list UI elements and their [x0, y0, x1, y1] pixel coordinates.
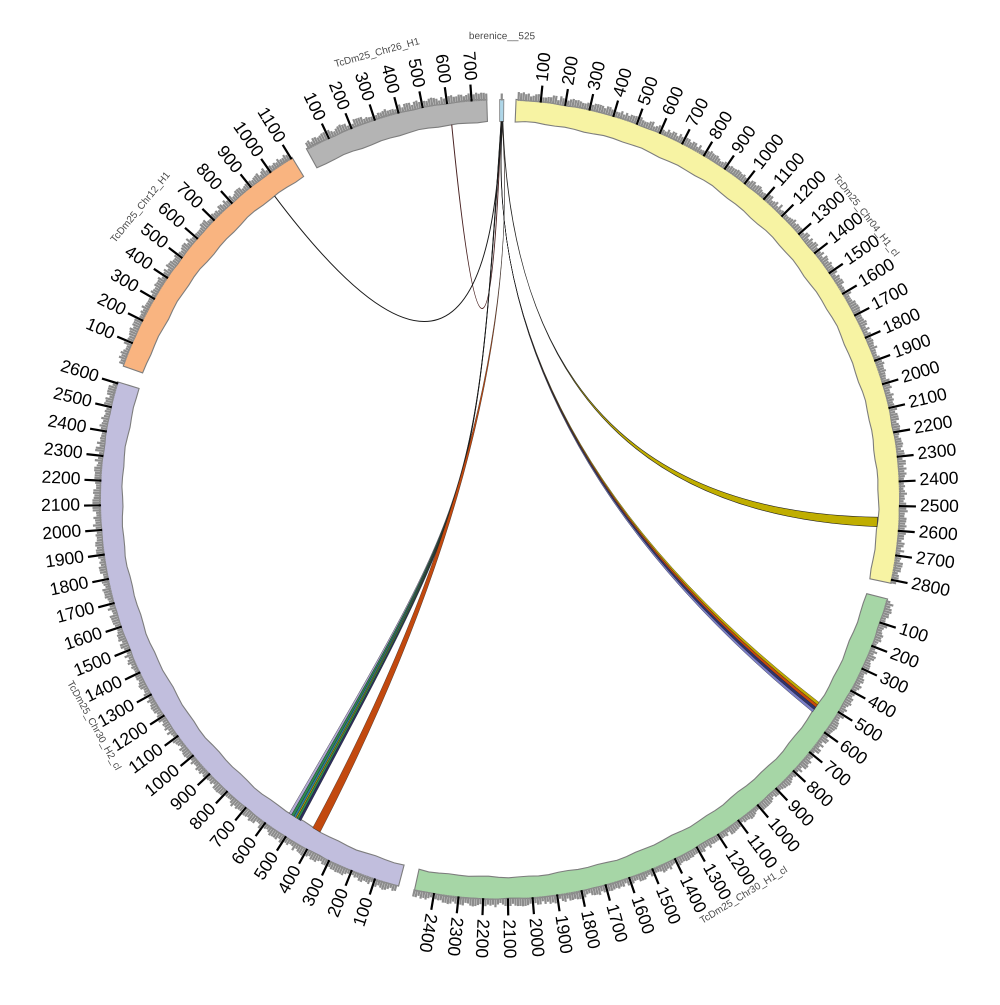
svg-text:2600: 2600 [918, 521, 959, 544]
svg-text:2000: 2000 [42, 520, 83, 543]
svg-text:2500: 2500 [920, 495, 960, 516]
svg-text:2300: 2300 [916, 439, 957, 463]
svg-text:2300: 2300 [43, 438, 84, 462]
svg-text:600: 600 [432, 53, 456, 85]
svg-text:2100: 2100 [500, 919, 521, 959]
svg-text:2200: 2200 [472, 919, 494, 959]
svg-text:2300: 2300 [444, 916, 468, 957]
svg-text:700: 700 [459, 51, 481, 82]
svg-text:2400: 2400 [919, 468, 959, 490]
svg-text:2200: 2200 [41, 467, 81, 489]
svg-text:2100: 2100 [41, 494, 80, 515]
svg-text:2000: 2000 [525, 917, 548, 958]
svg-text:berenice__525: berenice__525 [469, 31, 536, 42]
svg-text:100: 100 [532, 51, 555, 82]
